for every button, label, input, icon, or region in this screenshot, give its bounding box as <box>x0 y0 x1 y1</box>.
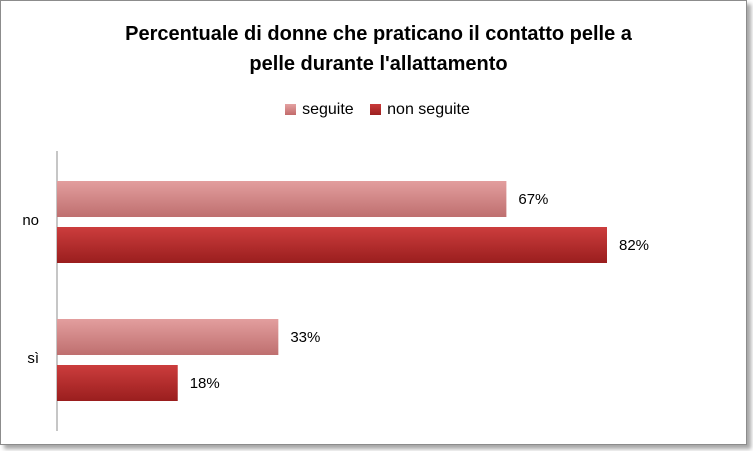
bar-seguite-no <box>57 181 507 217</box>
category-label-s-: sì <box>27 350 39 367</box>
bar-non-seguite-si <box>57 365 178 401</box>
bar-non-seguite-no <box>57 227 607 263</box>
data-label-seguite-si: 33% <box>290 329 320 346</box>
legend-item-seguite: seguite <box>285 101 354 119</box>
category-label-no: no <box>22 212 39 229</box>
legend-swatch-seguite <box>285 104 297 115</box>
bar-seguite-si <box>57 319 279 355</box>
chart-title: Percentuale di donne che praticano il co… <box>91 19 666 79</box>
legend-label-seguite: seguite <box>302 101 354 118</box>
chart-title-line-2: pelle durante l'allattamento <box>249 53 508 75</box>
data-label-seguite-no: 67% <box>518 191 548 208</box>
chart-frame: Percentuale di donne che praticano il co… <box>0 0 747 445</box>
legend-label-non-seguite: non seguite <box>387 101 470 118</box>
plot-area: no 67% 82% sì 33% 18% <box>22 151 649 431</box>
chart-title-line-1: Percentuale di donne che praticano il co… <box>125 23 632 45</box>
legend: seguite non seguite <box>1 101 753 119</box>
data-label-non-seguite-si: 18% <box>190 375 220 392</box>
data-label-non-seguite-no: 82% <box>619 237 649 254</box>
legend-swatch-non-seguite <box>370 104 382 115</box>
legend-item-non-seguite: non seguite <box>370 101 470 119</box>
